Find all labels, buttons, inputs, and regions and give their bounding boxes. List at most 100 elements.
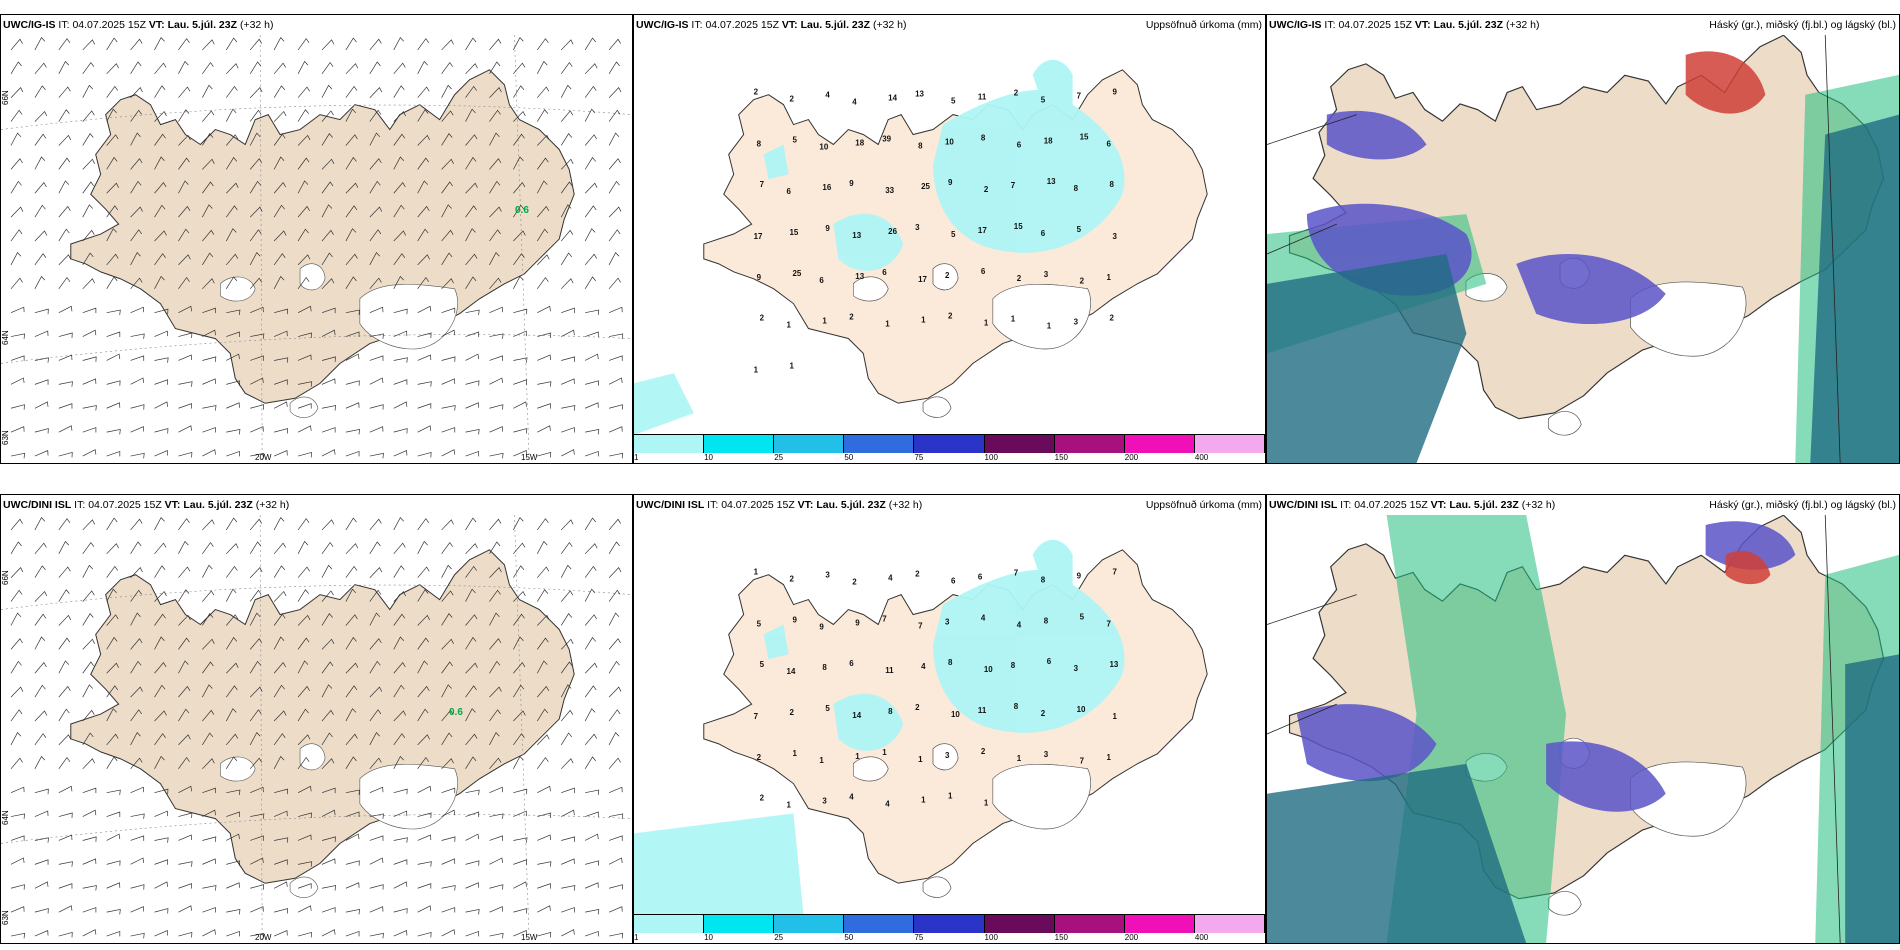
wind-barb bbox=[417, 38, 430, 51]
wind-barb bbox=[489, 377, 503, 385]
wind-barb bbox=[249, 132, 261, 146]
wind-barb bbox=[608, 757, 621, 770]
precip-colorbar-labels: 1 10 25 50 75 100 150 200 400 bbox=[634, 453, 1265, 463]
precip-value: 13 bbox=[1047, 177, 1056, 186]
wind-barb bbox=[513, 565, 525, 578]
wind-barb bbox=[10, 229, 23, 242]
wind-barb bbox=[226, 253, 239, 266]
precip-value: 9 bbox=[948, 178, 953, 187]
wind-barb bbox=[465, 353, 480, 361]
wind-barb bbox=[465, 756, 477, 769]
wind-barb bbox=[130, 333, 145, 339]
wind-barb bbox=[106, 205, 119, 218]
wind-barb bbox=[130, 813, 145, 819]
precip-value: 3 bbox=[915, 223, 920, 232]
wind-barb bbox=[584, 108, 596, 122]
wind-barb bbox=[154, 85, 166, 98]
wind-barb bbox=[537, 589, 549, 602]
wind-barb bbox=[178, 905, 192, 913]
wind-barb bbox=[345, 614, 358, 626]
wind-barb bbox=[226, 134, 239, 146]
wind-barb bbox=[489, 229, 501, 242]
wind-barb bbox=[82, 449, 97, 457]
wind-barb bbox=[273, 930, 288, 937]
wind-barb bbox=[273, 810, 288, 817]
wind-barb bbox=[250, 404, 265, 410]
wind-barb bbox=[249, 709, 262, 722]
wind-map[interactable] bbox=[1, 515, 632, 943]
wind-barb bbox=[321, 787, 336, 794]
wind-barb bbox=[489, 884, 504, 890]
cloud-map[interactable] bbox=[1267, 515, 1899, 943]
wind-barb bbox=[82, 110, 95, 122]
wind-barb bbox=[178, 883, 192, 889]
wind-barb bbox=[273, 275, 285, 289]
wind-barb bbox=[58, 566, 71, 578]
precip-map[interactable]: 2 2 4 4 14 13 5 11 2 5 7 9 8 5 10 18 39 8 10 8 6 18 15 6 7 6 16 9 33… bbox=[634, 35, 1265, 435]
wind-barb bbox=[82, 84, 93, 98]
wind-barb bbox=[321, 836, 336, 842]
wind-barb bbox=[10, 180, 22, 194]
wind-barb bbox=[58, 905, 73, 913]
wind-barb bbox=[178, 834, 192, 841]
wind-barb bbox=[58, 540, 70, 554]
graticule bbox=[1267, 515, 1841, 943]
wind-barb bbox=[345, 37, 357, 51]
precip-value: 1 bbox=[1107, 753, 1112, 762]
colorbar-cell bbox=[914, 915, 985, 933]
wind-barb bbox=[225, 756, 238, 769]
wind-barb bbox=[465, 156, 477, 170]
wind-barb bbox=[154, 330, 169, 337]
wind-barb bbox=[130, 835, 145, 841]
precip-value: 10 bbox=[951, 710, 960, 719]
wind-barb bbox=[58, 883, 73, 889]
wind-barb bbox=[608, 87, 622, 98]
precip-value: 2 bbox=[760, 794, 765, 803]
wind-barb bbox=[297, 685, 310, 698]
wind-barb bbox=[369, 612, 381, 626]
wind-barb bbox=[226, 205, 238, 218]
wind-barb bbox=[274, 308, 288, 315]
wind-barb bbox=[369, 452, 384, 459]
precip-map[interactable]: 1 2 3 2 4 2 6 6 7 8 9 7 5 9 9 9 7 7 3 4 4 8 5 7 5 14 8 6 11 4 8 10 8 6 3 13… bbox=[634, 515, 1265, 915]
wind-barb bbox=[34, 230, 48, 242]
wind-barb bbox=[537, 381, 552, 387]
lat-label: 63N bbox=[1, 430, 10, 445]
colorbar-label: 100 bbox=[984, 933, 998, 942]
wind-barb bbox=[369, 38, 382, 51]
precip-value: 1 bbox=[921, 796, 926, 805]
wind-barb bbox=[297, 403, 312, 409]
wind-barb bbox=[10, 884, 25, 890]
wind-barb bbox=[178, 134, 191, 146]
wind-barb bbox=[441, 252, 453, 266]
wind-barb bbox=[202, 378, 216, 385]
wind-barb bbox=[417, 685, 430, 698]
wind-barb bbox=[489, 709, 501, 722]
wind-barb bbox=[465, 276, 477, 289]
wind-barb bbox=[297, 834, 312, 841]
wind-barb bbox=[489, 835, 503, 841]
wind-barb bbox=[297, 905, 312, 913]
wind-barb bbox=[489, 158, 502, 170]
wind-barb bbox=[250, 377, 264, 385]
wind-barb bbox=[226, 380, 241, 386]
precip-value: 1 bbox=[790, 361, 795, 370]
wind-barb bbox=[130, 884, 145, 890]
wind-barb bbox=[58, 305, 73, 314]
wind-barb bbox=[273, 230, 287, 242]
wind-barb bbox=[465, 733, 478, 746]
wind-barb bbox=[106, 662, 119, 674]
wind-barb bbox=[10, 38, 23, 51]
wind-barb bbox=[465, 182, 478, 194]
wind-barb bbox=[608, 567, 622, 578]
wind-barb bbox=[154, 308, 169, 315]
wind-barb bbox=[10, 813, 26, 819]
wind-barb bbox=[489, 251, 500, 266]
wind-barb bbox=[58, 660, 70, 674]
cloud-map[interactable] bbox=[1267, 35, 1899, 463]
wind-barb bbox=[250, 813, 265, 819]
wind-map[interactable] bbox=[1, 35, 632, 463]
wind-barb bbox=[393, 613, 406, 626]
wind-barb bbox=[106, 636, 118, 650]
wind-barb bbox=[345, 380, 360, 386]
